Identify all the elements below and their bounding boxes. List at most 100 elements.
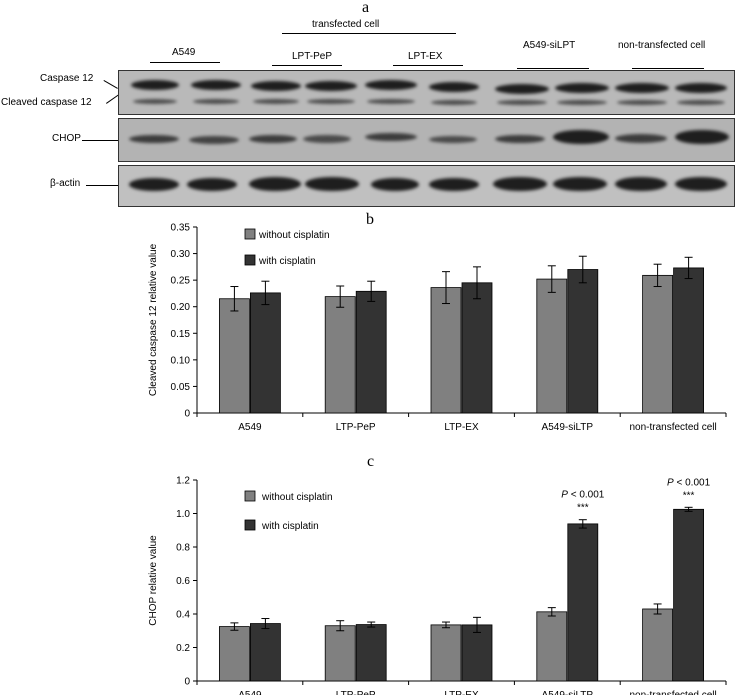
chop-band: [129, 135, 179, 143]
chart-b-x-tick-label: LTP-PeP: [336, 422, 376, 433]
chart-c-y-tick-label: 0.6: [176, 576, 190, 587]
lane-group-non-transfected: non-transfected cell: [618, 40, 706, 51]
cleaved-caspase12-band: [307, 99, 355, 104]
blot-label-caspase12: Caspase 12: [40, 73, 94, 84]
chart-c-bar: [461, 624, 493, 682]
chart-c-bar: [355, 624, 387, 682]
cleaved-caspase12-band: [193, 99, 239, 104]
beta-actin-band: [553, 177, 607, 191]
beta-actin-band: [675, 177, 727, 191]
cleaved-caspase12-band: [367, 99, 415, 104]
chop-band: [429, 136, 477, 143]
chart-b-bar: [249, 292, 281, 414]
cleaved-caspase12-band: [431, 100, 477, 105]
chart-b-bar: [642, 274, 673, 414]
transfected-cell-header: transfected cell: [312, 19, 380, 30]
chart-c-y-tick-label: 0.4: [176, 610, 190, 621]
beta-actin-band: [305, 177, 359, 191]
chop-blot: [118, 118, 735, 162]
caspase12-band: [365, 80, 417, 90]
lane-group-a549: A549: [172, 47, 196, 58]
cleaved-caspase12-band: [677, 100, 725, 105]
lane-group-non-transfected-line: [632, 68, 704, 69]
chop-band: [615, 134, 667, 143]
chart-c-bar: [673, 508, 704, 682]
chart-c-bar: [324, 625, 356, 682]
chart-c-p-value-label: P < 0.001: [561, 490, 605, 501]
chart-b-legend-label: with cisplatin: [258, 256, 316, 267]
blot-label-chop: CHOP: [52, 133, 81, 144]
chart-b-legend-label: without cisplatin: [258, 230, 330, 241]
caspase12-blot: [118, 70, 735, 115]
chart-c-significance-stars: ***: [683, 490, 695, 501]
chart-b-bar: [536, 278, 568, 414]
chop-band: [189, 136, 239, 144]
chart-c-legend-swatch: [244, 519, 256, 531]
chart-b-y-tick-label: 0.10: [171, 355, 191, 366]
chart-b-bar: [673, 267, 704, 414]
caspase12-band: [615, 83, 669, 93]
chart-c-legend-label: without cisplatin: [261, 492, 333, 503]
chop-band: [495, 135, 545, 143]
cleaved-caspase12-band: [497, 100, 547, 105]
chart-b-x-tick-label: A549: [238, 422, 262, 433]
chart-c-bar: [536, 611, 568, 682]
cleaved-caspase12-band: [253, 99, 299, 104]
cleaved-caspase12-band: [557, 100, 607, 105]
beta-actin-band: [429, 178, 479, 191]
chart-c-y-tick-label: 0.8: [176, 543, 190, 554]
chart-b-y-tick-label: 0: [184, 409, 190, 420]
beta-actin-band: [493, 177, 547, 191]
chart-c-y-tick-label: 0: [184, 677, 190, 688]
chart-b-y-tick-label: 0.25: [171, 276, 191, 287]
beta-actin-pointer: [86, 185, 118, 186]
cleaved-caspase12-band: [133, 99, 177, 104]
caspase12-band: [131, 80, 179, 90]
lane-group-lpt-pep-line: [272, 65, 342, 66]
chop-band: [249, 135, 297, 143]
beta-actin-band: [615, 177, 667, 191]
caspase12-band: [429, 82, 479, 92]
chart-b-x-tick-label: A549-siLTP: [542, 422, 594, 433]
caspase12-band: [555, 83, 609, 93]
chart-b-y-tick-label: 0.35: [171, 223, 191, 234]
cleaved-caspase12-band: [617, 100, 667, 105]
chart-c-x-tick-label: A549-siLTP: [542, 690, 594, 695]
beta-actin-band: [129, 178, 179, 191]
lane-group-lpt-ex: LPT-EX: [408, 51, 443, 62]
chart-b-y-tick-label: 0.05: [171, 382, 191, 393]
chart-c-legend-label: with cisplatin: [261, 521, 319, 532]
chop-band: [675, 130, 729, 144]
chart-c-bar: [218, 626, 250, 682]
chart-c-bar: [642, 608, 673, 682]
chart-c-bar: [249, 623, 281, 682]
chart-c-y-tick-label: 0.2: [176, 643, 190, 654]
chart-b-y-tick-label: 0.30: [171, 249, 191, 260]
chart-c-x-tick-label: non-transfected cell: [629, 690, 716, 695]
beta-actin-band: [371, 178, 419, 191]
chart-b-y-tick-label: 0.15: [171, 329, 191, 340]
chart-c-y-tick-label: 1.2: [176, 476, 190, 487]
beta-actin-band: [187, 178, 237, 191]
chop-band: [553, 130, 609, 144]
chart-b-y-axis-title: Cleaved caspase 12 relative value: [148, 243, 159, 396]
chop-pointer: [82, 140, 118, 141]
chart-c-p-value-label: P < 0.001: [667, 477, 711, 488]
blot-label-cleaved-caspase12: Cleaved caspase 12: [1, 97, 92, 108]
chart-c-y-tick-label: 1.0: [176, 509, 190, 520]
panel-a-letter: a: [362, 0, 370, 16]
chart-c-x-tick-label: A549: [238, 690, 262, 695]
blot-label-beta-actin: β-actin: [50, 178, 81, 189]
caspase12-band: [191, 80, 241, 90]
chart-b-legend-swatch: [244, 254, 256, 266]
panel-b-letter: b: [366, 211, 374, 228]
chart-c-x-tick-label: LTP-EX: [444, 690, 479, 695]
caspase12-band: [495, 84, 549, 94]
chart-b-bar: [324, 296, 356, 414]
chart-b-bar: [461, 282, 493, 414]
chop-band: [303, 135, 351, 143]
chart-b-bar: [430, 287, 462, 414]
chart-b-bar: [567, 269, 599, 414]
lane-group-lpt-ex-line: [393, 65, 463, 66]
